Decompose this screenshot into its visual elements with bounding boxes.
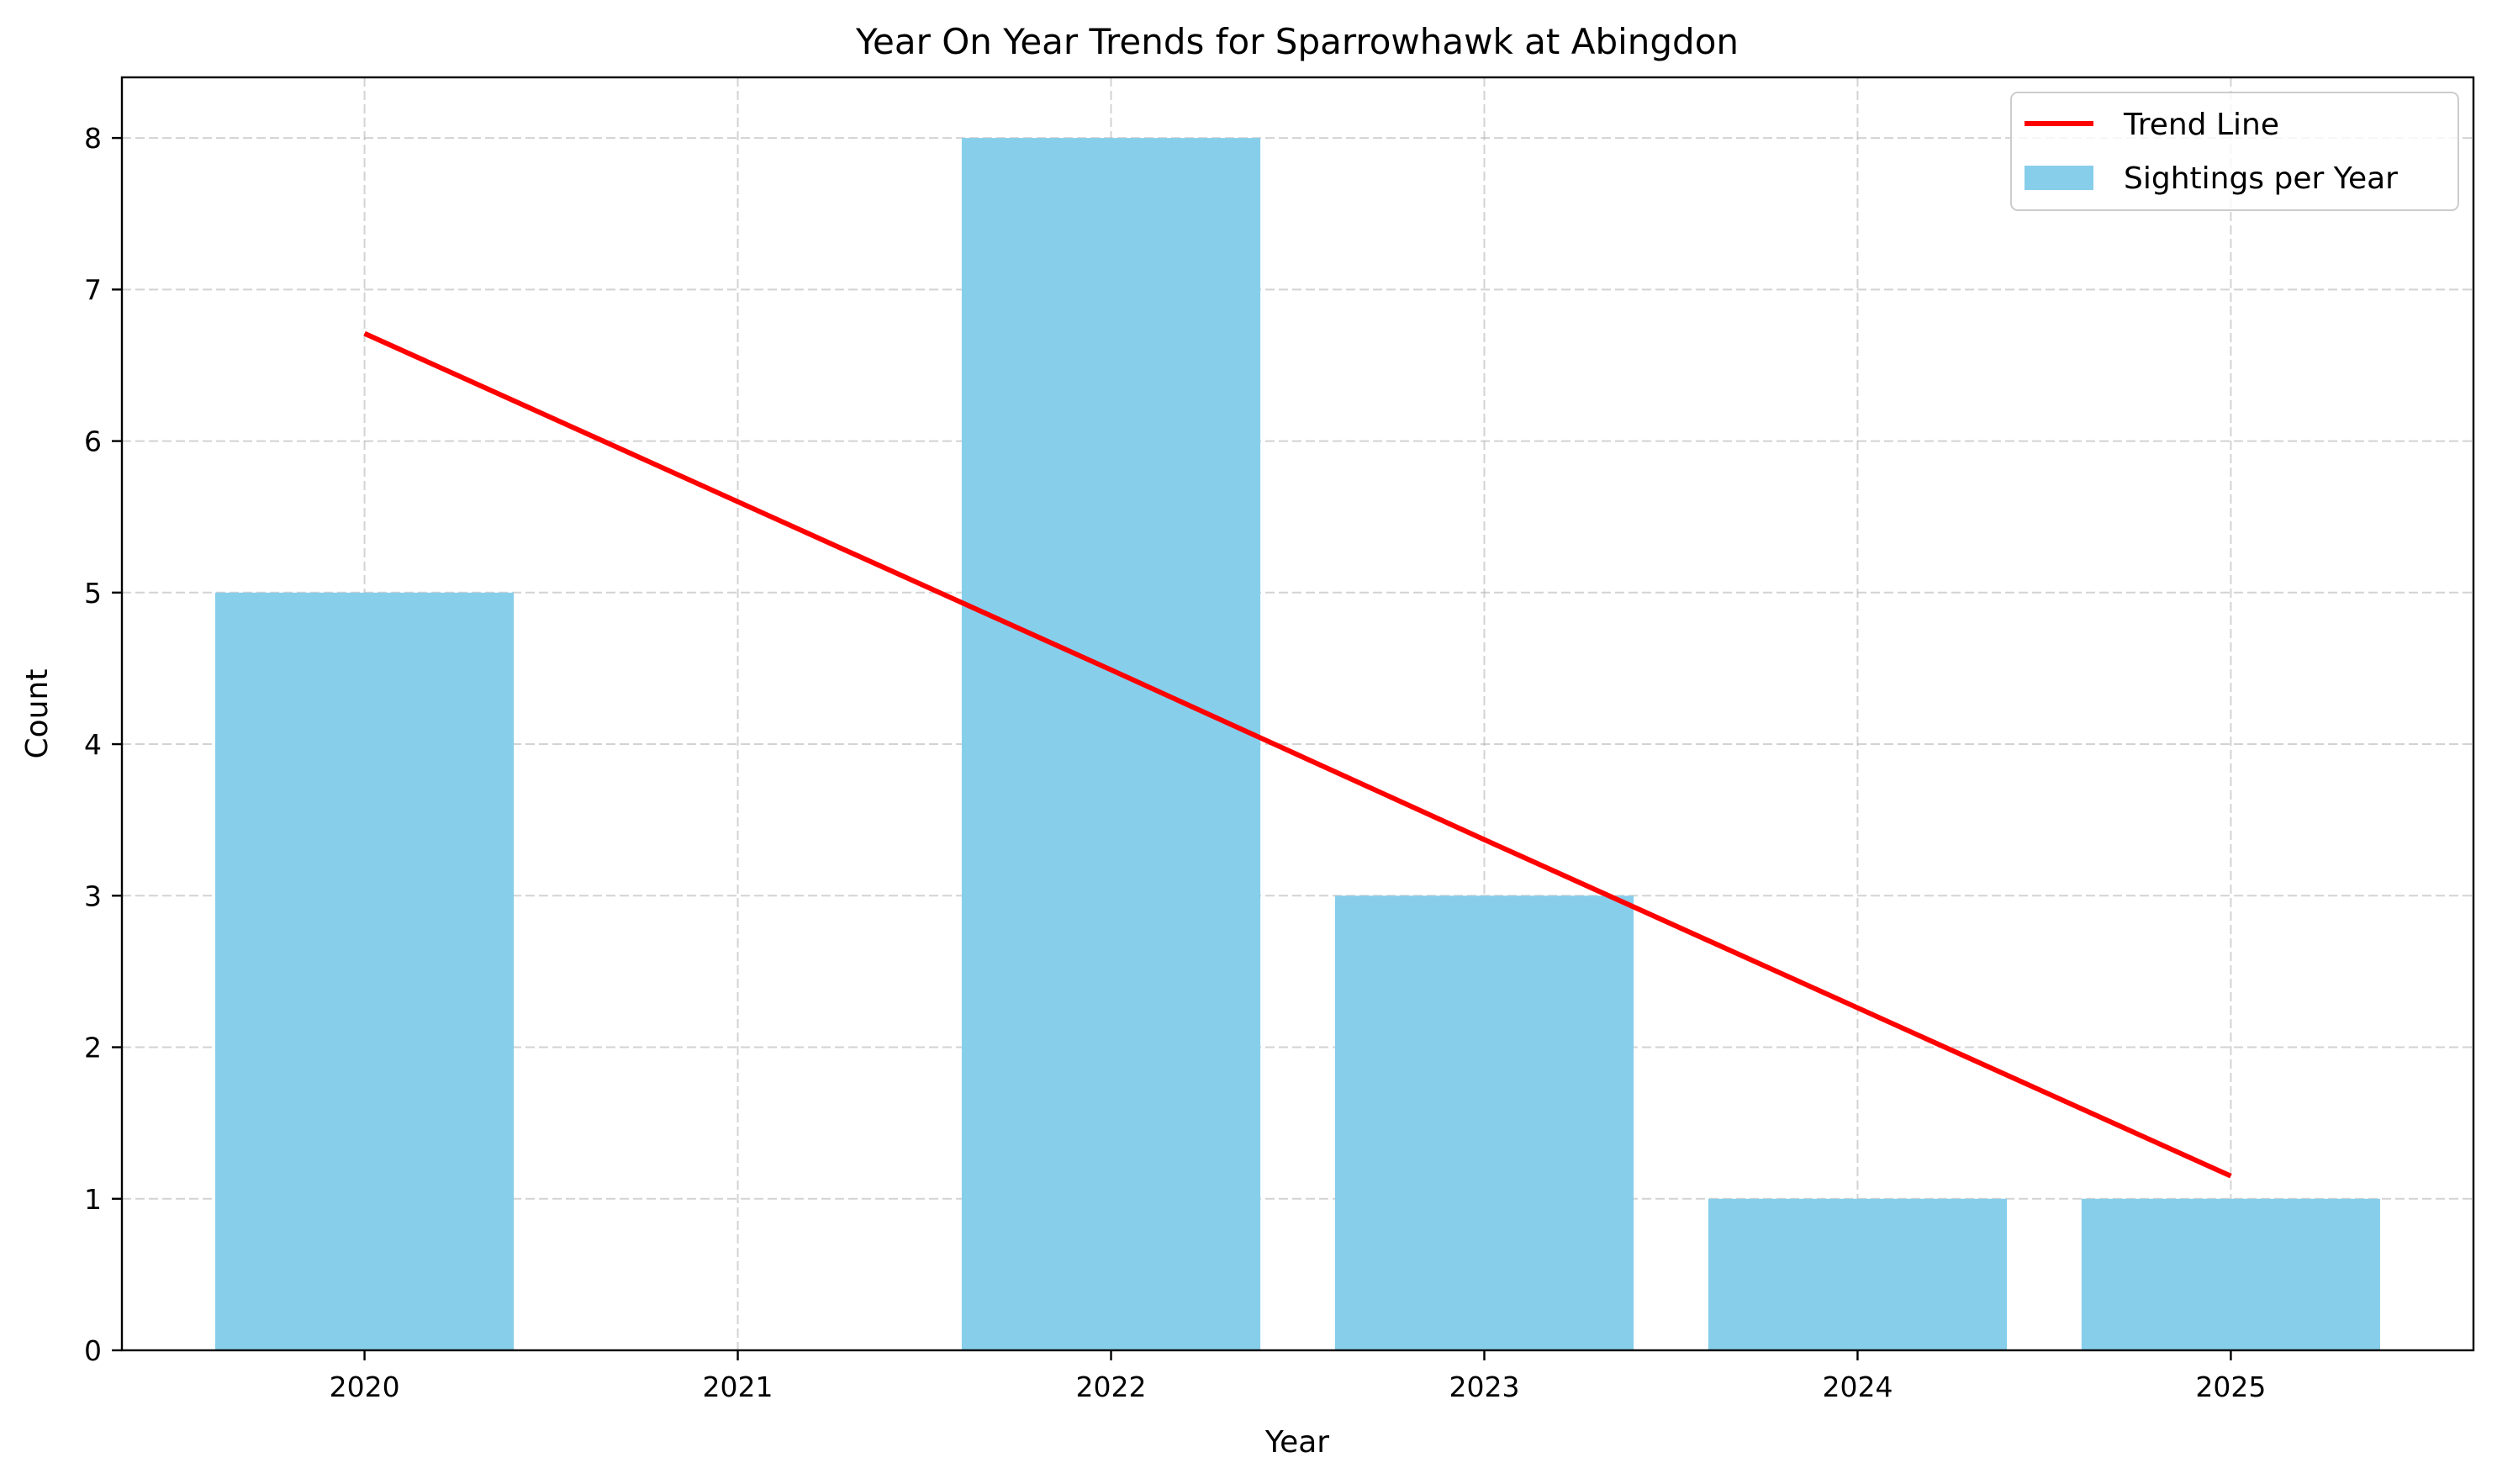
- y-tick-label-0: 0: [84, 1334, 102, 1367]
- y-tick-label-5: 5: [84, 577, 102, 610]
- legend-sightings-swatch: [2025, 166, 2093, 190]
- x-axis-label: Year: [1264, 1425, 1329, 1460]
- x-tick-label-2021: 2021: [703, 1370, 773, 1403]
- bar-2022: [961, 138, 1261, 1351]
- x-tick-label-2023: 2023: [1449, 1370, 1519, 1403]
- x-tick-label-2025: 2025: [2195, 1370, 2266, 1403]
- legend-sightings-label: Sightings per Year: [2124, 161, 2398, 196]
- trend-line: [363, 330, 2232, 1179]
- y-axis-ticks: 0 1 2 3 4 5 6 7 8: [84, 122, 122, 1367]
- y-tick-label-8: 8: [84, 122, 102, 155]
- y-tick-label-1: 1: [84, 1183, 102, 1216]
- trend-line-layer: [363, 330, 2232, 1179]
- bar-2024: [1708, 1198, 2008, 1350]
- legend: Trend Line Sightings per Year: [2010, 92, 2459, 211]
- x-axis-ticks: 2020 2021 2022 2023 2024 2025: [330, 1350, 2266, 1403]
- bar-2020: [214, 592, 515, 1350]
- x-tick-label-2020: 2020: [330, 1370, 400, 1403]
- y-tick-label-4: 4: [84, 728, 102, 761]
- y-tick-label-2: 2: [84, 1032, 102, 1064]
- plot-frame: [120, 76, 2475, 1352]
- legend-box: [2010, 92, 2459, 211]
- bars: [214, 138, 2381, 1351]
- bar-2025: [2081, 1198, 2381, 1350]
- y-tick-label-6: 6: [84, 425, 102, 458]
- y-tick-label-3: 3: [84, 879, 102, 912]
- y-tick-label-7: 7: [84, 273, 102, 306]
- legend-trend-line-label: Trend Line: [2123, 108, 2279, 142]
- y-axis-label: Count: [20, 669, 55, 759]
- x-tick-label-2022: 2022: [1076, 1370, 1147, 1403]
- x-tick-label-2024: 2024: [1822, 1370, 1893, 1403]
- bar-2023: [1334, 895, 1634, 1350]
- chart-title: Year On Year Trends for Sparrowhawk at A…: [855, 21, 1739, 62]
